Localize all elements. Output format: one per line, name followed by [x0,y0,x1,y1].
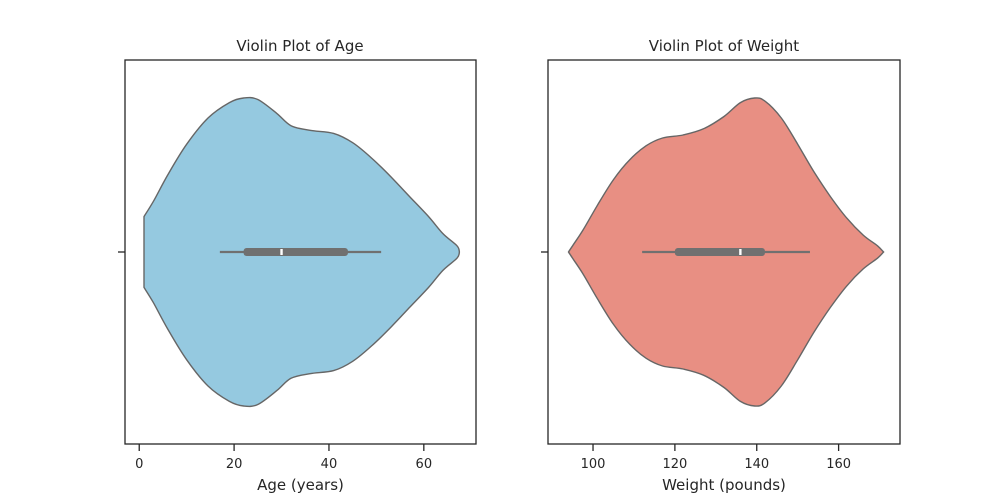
median-marker-age [280,249,283,255]
x-axis-ticks-weight: 100 120 140 160 [581,444,851,472]
x-tick-label-weight-120: 120 [662,457,687,472]
iqr-box-age [243,248,348,256]
x-tick-label-weight-140: 140 [744,457,769,472]
x-tick-label-age-20: 20 [226,457,243,472]
x-tick-label-weight-100: 100 [581,457,606,472]
x-axis-label-weight: Weight (pounds) [662,476,786,494]
iqr-box-weight [674,248,765,256]
violin-weight [567,97,885,407]
x-tick-label-age-60: 60 [416,457,433,472]
panel-weight: Violin Plot of Weight 100 120 140 160 Weigh… [541,37,901,494]
x-tick-label-weight-160: 160 [826,457,851,472]
chart-title-weight: Violin Plot of Weight [649,37,800,55]
chart-title-age: Violin Plot of Age [236,37,363,55]
panel-age: Violin Plot of Age 0 20 40 60 Age (years) [118,37,477,494]
x-tick-label-age-0: 0 [135,457,143,472]
x-axis-label-age: Age (years) [257,476,344,494]
median-marker-weight [739,249,742,255]
x-axis-ticks-age: 0 20 40 60 [135,444,432,472]
violin-age [143,96,461,408]
x-tick-label-age-40: 40 [321,457,338,472]
